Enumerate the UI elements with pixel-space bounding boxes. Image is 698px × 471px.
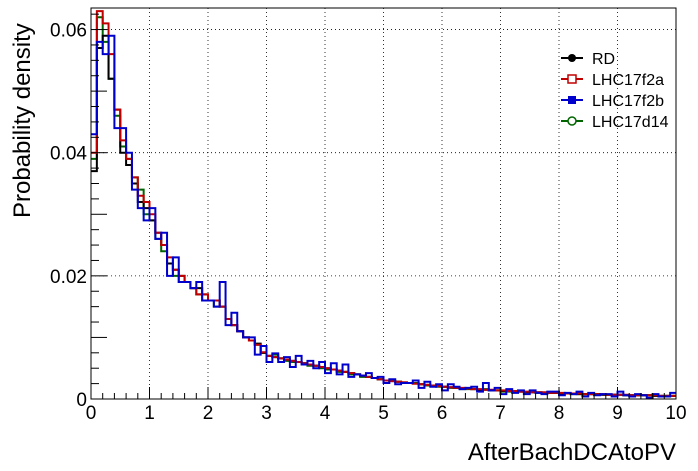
tick-labels: 0 1 2 3 4 5 6 7 8 9 10 0 0.02 0.04 0.06 [50, 21, 687, 424]
x-tick-label: 6 [437, 403, 448, 424]
x-axis-title: AfterBachDCAtoPV [468, 439, 676, 466]
x-tick-label: 8 [554, 403, 565, 424]
series-layer [91, 10, 676, 399]
y-tick-label: 0 [76, 390, 87, 411]
legend-marker [567, 116, 577, 126]
legend-marker [568, 54, 576, 62]
x-tick-label: 0 [86, 403, 97, 424]
series-line [91, 34, 676, 399]
axis-ticks [90, 13, 677, 400]
x-tick-label: 2 [203, 403, 214, 424]
legend-label: LHC17f2a [592, 72, 664, 89]
x-tick-label: 1 [144, 403, 155, 424]
legend-label: LHC17f2b [592, 93, 664, 110]
x-tick-label: 10 [665, 403, 686, 424]
legend-marker [568, 96, 576, 104]
y-tick-label: 0.04 [50, 144, 87, 165]
x-tick-label: 5 [378, 403, 389, 424]
legend-label: LHC17d14 [592, 114, 669, 131]
x-tick-label: 9 [612, 403, 623, 424]
x-tick-label: 3 [261, 403, 272, 424]
legend: RD LHC17f2a LHC17f2b LHC17d14 [561, 51, 669, 131]
y-axis-title: Probability density [9, 23, 36, 218]
x-tick-label: 7 [495, 403, 506, 424]
legend-label: RD [592, 51, 615, 68]
y-tick-label: 0.02 [50, 267, 87, 288]
legend-marker [567, 74, 577, 84]
y-tick-label: 0.06 [50, 21, 87, 42]
x-tick-label: 4 [320, 403, 331, 424]
grid [91, 8, 676, 399]
